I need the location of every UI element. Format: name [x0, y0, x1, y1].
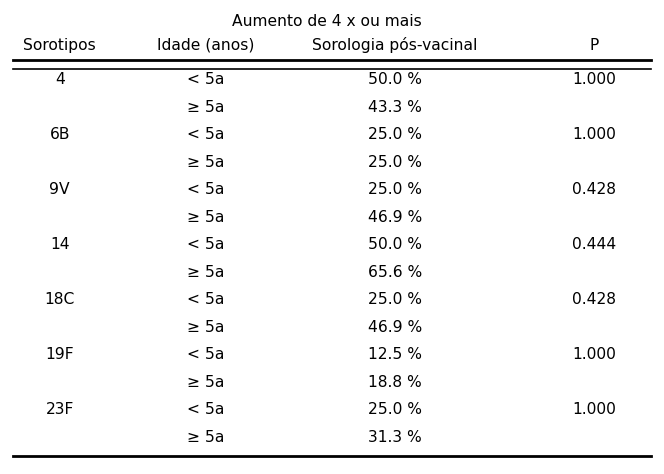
Text: P: P	[590, 37, 599, 53]
Text: 4: 4	[55, 72, 64, 87]
Text: < 5a: < 5a	[187, 237, 224, 252]
Text: < 5a: < 5a	[187, 347, 224, 362]
Text: ≥ 5a: ≥ 5a	[187, 210, 224, 225]
Text: 43.3 %: 43.3 %	[368, 100, 422, 115]
Text: 25.0 %: 25.0 %	[368, 127, 422, 142]
Text: ≥ 5a: ≥ 5a	[187, 155, 224, 170]
Text: 1.000: 1.000	[572, 127, 616, 142]
Text: < 5a: < 5a	[187, 182, 224, 197]
Text: 50.0 %: 50.0 %	[368, 72, 422, 87]
Text: 0.428: 0.428	[572, 182, 616, 197]
Text: 1.000: 1.000	[572, 347, 616, 362]
Text: 65.6 %: 65.6 %	[368, 264, 422, 280]
Text: 9V: 9V	[49, 182, 70, 197]
Text: Idade (anos): Idade (anos)	[157, 37, 254, 53]
Text: Aumento de 4 x ou mais: Aumento de 4 x ou mais	[232, 14, 422, 29]
Text: 14: 14	[50, 237, 70, 252]
Text: 46.9 %: 46.9 %	[368, 210, 422, 225]
Text: 1.000: 1.000	[572, 402, 616, 417]
Text: Sorotipos: Sorotipos	[23, 37, 96, 53]
Text: < 5a: < 5a	[187, 402, 224, 417]
Text: ≥ 5a: ≥ 5a	[187, 264, 224, 280]
Text: 18C: 18C	[44, 292, 75, 307]
Text: ≥ 5a: ≥ 5a	[187, 429, 224, 445]
Text: < 5a: < 5a	[187, 72, 224, 87]
Text: < 5a: < 5a	[187, 292, 224, 307]
Text: 31.3 %: 31.3 %	[369, 429, 422, 445]
Text: 18.8 %: 18.8 %	[369, 374, 422, 390]
Text: 23F: 23F	[46, 402, 74, 417]
Text: 0.444: 0.444	[572, 237, 616, 252]
Text: 6B: 6B	[50, 127, 70, 142]
Text: 25.0 %: 25.0 %	[368, 292, 422, 307]
Text: 0.428: 0.428	[572, 292, 616, 307]
Text: 19F: 19F	[45, 347, 74, 362]
Text: 1.000: 1.000	[572, 72, 616, 87]
Text: ≥ 5a: ≥ 5a	[187, 374, 224, 390]
Text: ≥ 5a: ≥ 5a	[187, 319, 224, 335]
Text: < 5a: < 5a	[187, 127, 224, 142]
Text: Sorologia pós-vacinal: Sorologia pós-vacinal	[312, 37, 478, 53]
Text: 25.0 %: 25.0 %	[368, 155, 422, 170]
Text: 46.9 %: 46.9 %	[368, 319, 422, 335]
Text: 50.0 %: 50.0 %	[368, 237, 422, 252]
Text: 25.0 %: 25.0 %	[368, 402, 422, 417]
Text: ≥ 5a: ≥ 5a	[187, 100, 224, 115]
Text: 12.5 %: 12.5 %	[368, 347, 422, 362]
Text: 25.0 %: 25.0 %	[368, 182, 422, 197]
